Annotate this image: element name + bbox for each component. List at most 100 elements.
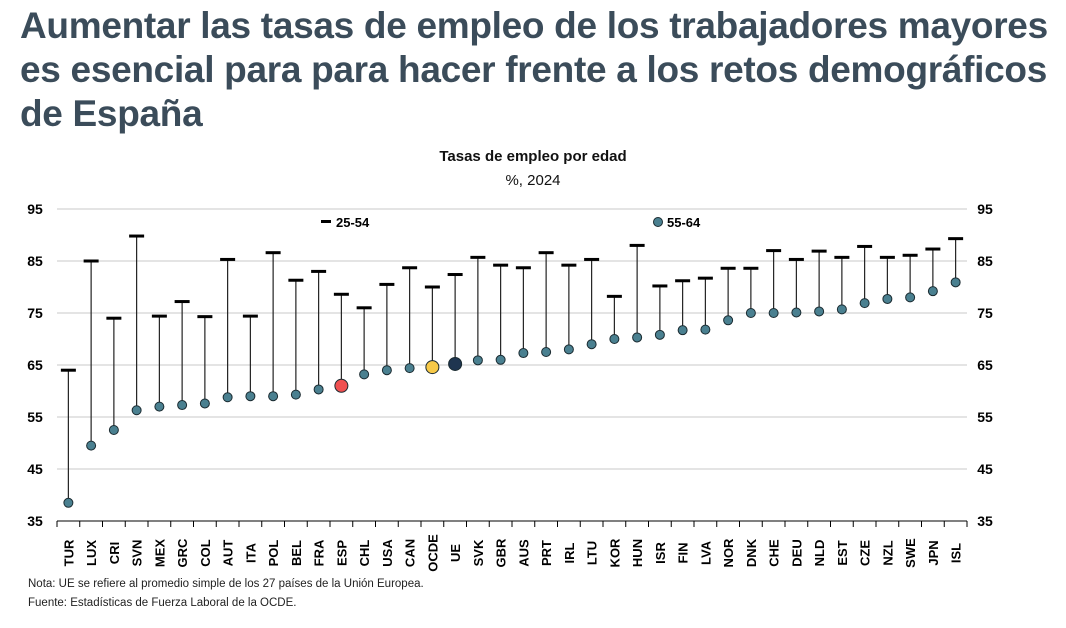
y-tick-label-left: 85	[27, 253, 43, 269]
x-tick-label: SWE	[903, 538, 918, 568]
x-tick-label: BEL	[289, 540, 304, 566]
x-tick-label: NOR	[721, 538, 736, 568]
marker-25-54	[902, 253, 918, 257]
marker-25-54	[265, 251, 281, 255]
marker-25-54	[447, 273, 463, 277]
marker-25-54	[106, 316, 122, 320]
marker-55-64	[745, 308, 756, 318]
marker-55-64	[677, 325, 688, 336]
marker-25-54	[129, 234, 145, 238]
marker-55-64	[700, 324, 711, 335]
x-tick-label: AUS	[516, 539, 531, 567]
x-tick-label: EST	[835, 540, 850, 565]
x-tick-label: ISR	[653, 542, 668, 564]
y-tick-label-right: 65	[977, 357, 993, 373]
y-tick-label-left: 35	[27, 513, 43, 529]
legend-label-55-64: 55-64	[667, 215, 701, 230]
x-tick-label: UE	[448, 544, 463, 562]
x-tick-label: GBR	[494, 538, 509, 568]
x-tick-label: KOR	[607, 538, 622, 568]
x-tick-label: USA	[380, 539, 395, 567]
x-tick-label: CAN	[403, 539, 418, 567]
marker-25-54	[402, 266, 418, 270]
marker-55-64	[108, 425, 119, 435]
marker-25-54	[743, 266, 759, 270]
marker-25-54	[834, 255, 850, 259]
marker-55-64	[245, 391, 256, 402]
marker-55-64	[359, 369, 370, 380]
y-tick-label-right: 55	[977, 409, 993, 425]
legend-label-25-54: 25-54	[336, 215, 370, 230]
y-tick-label-left: 75	[27, 305, 43, 321]
x-tick-label: LTU	[585, 541, 600, 565]
y-tick-label-left: 55	[27, 409, 43, 425]
x-tick-label: CHL	[357, 540, 372, 567]
marker-25-54	[515, 266, 531, 270]
y-tick-label-left: 95	[27, 201, 43, 217]
x-tick-label: CRI	[107, 542, 122, 564]
marker-55-64	[814, 306, 825, 317]
marker-25-54	[538, 251, 554, 255]
marker-25-54	[356, 306, 372, 310]
y-tick-label-right: 75	[977, 305, 993, 321]
marker-25-54	[811, 249, 827, 253]
marker-55-64	[404, 363, 415, 374]
marker-25-54	[879, 255, 895, 259]
x-tick-label: MEX	[152, 539, 167, 568]
marker-25-54	[311, 269, 327, 273]
x-tick-label: PRT	[539, 540, 554, 566]
marker-55-64	[791, 307, 802, 318]
x-tick-label: ESP	[334, 540, 349, 566]
marker-55-64	[882, 293, 893, 304]
marker-55-64	[518, 348, 529, 359]
marker-25-54	[857, 244, 873, 248]
marker-25-54	[720, 266, 736, 270]
y-tick-label-right: 95	[977, 201, 993, 217]
marker-25-54	[333, 292, 349, 296]
marker-25-54	[83, 259, 99, 263]
x-tick-label: POL	[266, 540, 281, 567]
marker-25-54	[948, 237, 964, 241]
marker-55-64	[199, 398, 210, 409]
x-tick-label: ISL	[949, 543, 964, 563]
marker-55-64	[472, 355, 483, 366]
x-tick-label: ITA	[243, 542, 258, 563]
page-title: Aumentar las tasas de empleo de los trab…	[20, 5, 1048, 134]
marker-55-64	[563, 344, 574, 355]
marker-25-54	[561, 263, 577, 267]
x-tick-label: FIN	[676, 543, 691, 564]
x-tick-label: FRA	[312, 539, 327, 566]
marker-55-64	[609, 334, 620, 344]
marker-25-54	[493, 263, 509, 267]
x-tick-label: IRL	[562, 542, 577, 563]
x-tick-label: SVN	[130, 540, 145, 567]
marker-55-64	[86, 440, 97, 451]
marker-25-54	[606, 294, 622, 298]
marker-55-64	[654, 329, 665, 340]
x-tick-label: SVK	[471, 539, 486, 566]
marker-55-64	[177, 400, 188, 411]
marker-55-64	[222, 392, 233, 403]
marker-55-64	[927, 286, 938, 297]
chart-subtitle: %, 2024	[505, 172, 561, 189]
x-tick-label: OCDE	[425, 534, 440, 572]
x-tick-label: CHE	[767, 539, 782, 567]
marker-25-54	[629, 243, 645, 247]
marker-25-54	[220, 257, 236, 261]
marker-25-54	[697, 276, 713, 280]
marker-25-54	[766, 249, 782, 253]
x-tick-label: COL	[198, 539, 213, 567]
x-tick-label: TUR	[61, 539, 76, 566]
marker-55-64	[586, 339, 597, 350]
x-tick-label: JPN	[926, 540, 941, 565]
x-tick-label: GRC	[175, 538, 190, 568]
marker-25-54	[470, 255, 486, 259]
marker-25-54	[652, 284, 668, 288]
y-tick-label-right: 45	[977, 461, 993, 477]
marker-25-54	[675, 279, 691, 283]
marker-55-64	[632, 332, 643, 343]
legend-dash-icon	[321, 220, 331, 223]
marker-25-54	[60, 368, 76, 372]
x-tick-label: LVA	[698, 540, 713, 565]
